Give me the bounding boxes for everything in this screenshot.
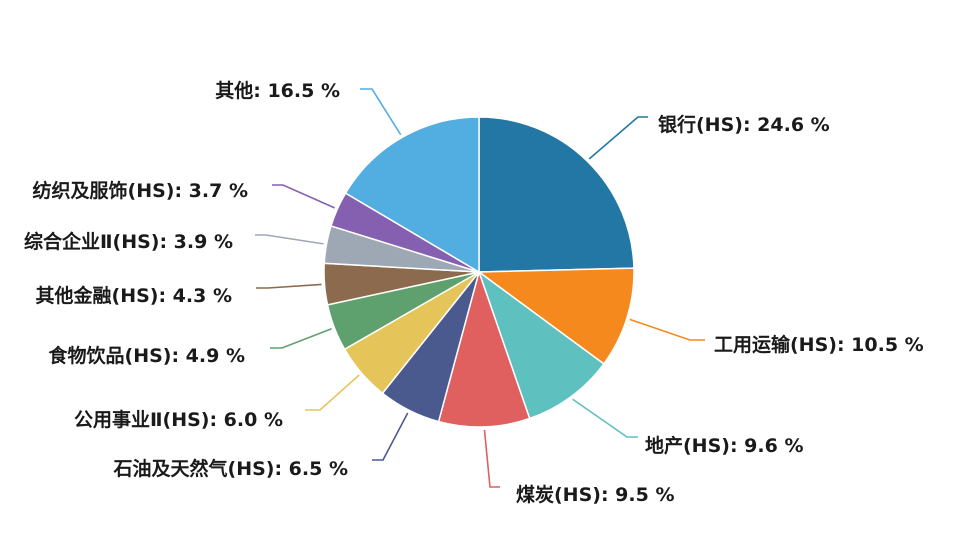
leader-line-1: [629, 318, 705, 341]
slice-label-6: 食物饮品(HS): 4.9 %: [49, 344, 245, 367]
leader-lines-layer: [255, 88, 705, 488]
slice-label-0: 银行(HS): 24.6 %: [658, 113, 830, 136]
pie-slice-0[interactable]: [478, 116, 635, 273]
leader-line-10: [360, 88, 402, 136]
labels-layer: 银行(HS): 24.6 % 工用运输(HS): 10.5 % 地产(HS): 9.…: [24, 79, 924, 506]
leader-line-4: [372, 412, 409, 461]
slice-label-1: 工用运输(HS): 10.5 %: [714, 333, 924, 356]
slice-label-10: 其他: 16.5 %: [215, 79, 340, 102]
leader-line-3: [483, 429, 500, 488]
leader-line-2: [572, 398, 638, 438]
slice-label-8: 综合企业Ⅱ(HS): 3.9 %: [24, 230, 233, 253]
pie-slice-2[interactable]: [477, 269, 605, 420]
leader-line-7: [256, 283, 322, 289]
leader-line-9: [272, 184, 335, 209]
slice-label-2: 地产(HS): 9.6 %: [645, 434, 803, 457]
pie-slice-3[interactable]: [437, 269, 531, 428]
pie-slice-1[interactable]: [476, 267, 635, 365]
leader-line-8: [255, 234, 324, 245]
slice-label-4: 石油及天然气(HS): 6.5 %: [113, 457, 348, 480]
leader-line-6: [270, 328, 332, 349]
slice-label-3: 煤炭(HS): 9.5 %: [516, 484, 674, 506]
leader-line-0: [588, 116, 648, 160]
slice-label-5: 公用事业Ⅱ(HS): 6.0 %: [74, 408, 283, 431]
slices-layer: [323, 116, 635, 428]
slice-label-9: 纺织及服饰(HS): 3.7 %: [33, 179, 248, 202]
slice-label-7: 其他金融(HS): 4.3 %: [36, 284, 232, 307]
pie-slice-10[interactable]: [344, 116, 480, 274]
leader-line-5: [305, 374, 360, 411]
